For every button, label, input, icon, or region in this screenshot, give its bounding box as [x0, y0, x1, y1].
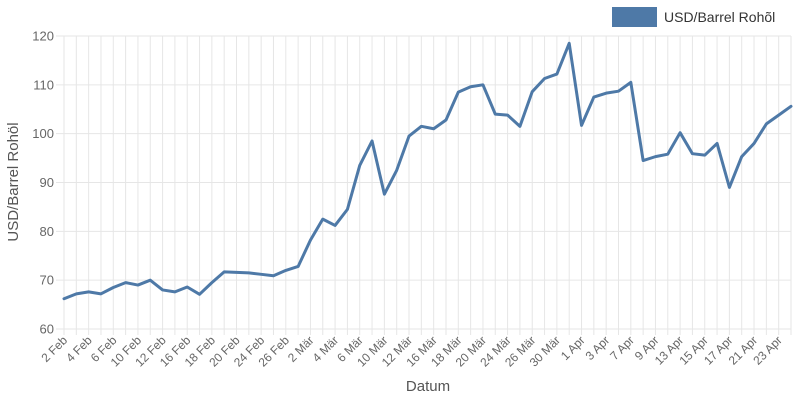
x-tick-label: 7 Apr [607, 333, 637, 363]
y-tick-label: 60 [40, 322, 54, 337]
x-axis-title: Datum [406, 378, 450, 395]
series-line [62, 41, 793, 301]
y-tick-label: 80 [40, 224, 54, 239]
x-tick-label: 3 Apr [583, 333, 613, 363]
legend[interactable]: USD/Barrel Rohõl [612, 7, 775, 27]
legend-swatch [612, 7, 657, 27]
y-tick-label: 90 [40, 175, 54, 190]
x-tick-label: 2 Feb [39, 333, 71, 365]
x-tick-label: 23 Apr [750, 333, 784, 367]
x-tick-label: 1 Apr [558, 333, 588, 363]
x-tick-label: 2 Mär [285, 333, 317, 365]
y-tick-label: 100 [32, 126, 54, 141]
y-axis-ticks: 60 70 80 90 100 110 120 [32, 29, 54, 337]
legend-label: USD/Barrel Rohõl [664, 9, 775, 25]
x-tick-label: 4 Mär [310, 333, 342, 365]
y-tick-label: 70 [40, 273, 54, 288]
y-axis-title: USD/Barrel Rohöl [5, 122, 22, 241]
x-tick-label: 4 Feb [63, 333, 95, 365]
y-tick-label: 110 [33, 77, 54, 92]
y-tick-label: 120 [32, 29, 54, 44]
